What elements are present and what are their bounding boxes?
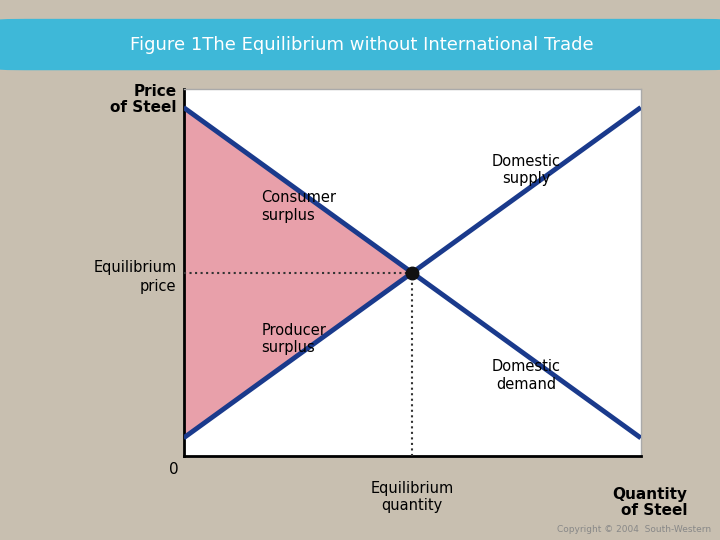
Text: Price: Price bbox=[133, 84, 176, 99]
Text: Domestic
demand: Domestic demand bbox=[492, 359, 561, 392]
Text: Consumer
surplus: Consumer surplus bbox=[261, 191, 336, 223]
Text: Copyright © 2004  South-Western: Copyright © 2004 South-Western bbox=[557, 524, 711, 534]
Text: of Steel: of Steel bbox=[621, 503, 688, 518]
Text: price: price bbox=[140, 279, 176, 294]
Text: Equilibrium: Equilibrium bbox=[371, 481, 454, 496]
Text: Producer
surplus: Producer surplus bbox=[261, 322, 326, 355]
Text: of Steel: of Steel bbox=[110, 100, 176, 115]
Text: 0: 0 bbox=[169, 462, 179, 477]
Polygon shape bbox=[184, 107, 412, 438]
FancyBboxPatch shape bbox=[0, 19, 720, 70]
Text: Equilibrium: Equilibrium bbox=[93, 260, 176, 275]
Text: Figure 1The Equilibrium without International Trade: Figure 1The Equilibrium without Internat… bbox=[130, 36, 593, 53]
Text: Domestic
supply: Domestic supply bbox=[492, 154, 561, 186]
Text: Quantity: Quantity bbox=[613, 487, 688, 502]
Text: quantity: quantity bbox=[382, 498, 443, 513]
